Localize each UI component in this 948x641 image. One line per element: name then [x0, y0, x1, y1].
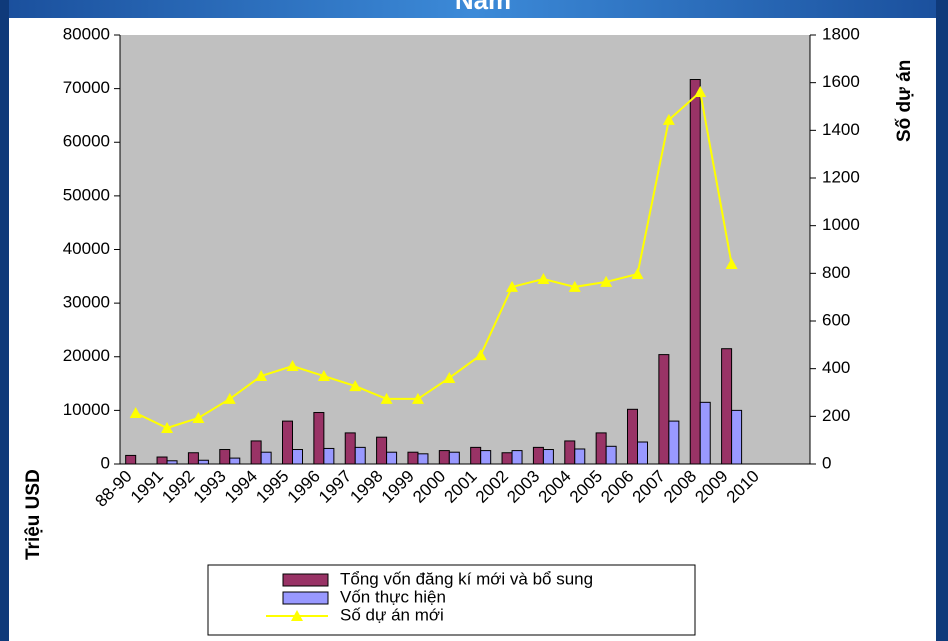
- legend-marker: [291, 610, 303, 621]
- line-marker: [600, 275, 613, 287]
- line-marker: [380, 392, 393, 404]
- bar: [532, 446, 544, 465]
- bar: [658, 354, 670, 465]
- line-series: [135, 90, 733, 430]
- bar: [721, 348, 733, 465]
- bar: [282, 420, 293, 465]
- y2-tick-label: 1800: [822, 24, 860, 43]
- y2-axis-label: Số dự án: [894, 60, 915, 142]
- bar: [627, 408, 638, 465]
- chart-title: Nam: [455, 0, 511, 15]
- line-marker: [317, 370, 330, 382]
- bar: [376, 436, 388, 465]
- left-frame: [0, 0, 9, 641]
- bar: [197, 459, 209, 465]
- y2-tick-label: 600: [822, 310, 850, 329]
- bar: [166, 460, 178, 465]
- bar: [219, 449, 231, 465]
- line-marker: [474, 349, 487, 361]
- y2-tick-label: 1600: [822, 72, 860, 91]
- bar: [699, 401, 711, 465]
- bar: [595, 432, 607, 465]
- y-tick-label: 60000: [63, 132, 110, 151]
- bar: [125, 454, 137, 465]
- line-marker: [568, 280, 581, 292]
- line-marker: [286, 360, 299, 372]
- bar: [448, 451, 460, 465]
- bar: [292, 449, 303, 465]
- bar: [323, 447, 335, 465]
- legend-swatch: [282, 591, 329, 605]
- y2-tick-label: 1200: [822, 167, 860, 186]
- bar: [480, 450, 492, 465]
- bar: [250, 440, 262, 465]
- legend-label: Vốn thực hiện: [340, 587, 446, 606]
- bar: [605, 445, 617, 465]
- y2-tick-label: 1000: [822, 215, 860, 234]
- bar: [417, 453, 429, 465]
- line-marker: [506, 280, 519, 292]
- plot-area: [120, 35, 810, 464]
- bar: [386, 451, 398, 465]
- y2-tick-label: 0: [822, 453, 831, 472]
- y-tick-label: 40000: [63, 239, 110, 258]
- y2-tick-label: 800: [822, 263, 850, 282]
- bar: [731, 409, 743, 465]
- bar: [260, 451, 272, 465]
- bar: [668, 420, 680, 465]
- line-marker: [223, 392, 236, 404]
- line-marker: [725, 258, 738, 270]
- bar: [574, 448, 586, 465]
- y2-tick-label: 200: [822, 406, 850, 425]
- y2-tick-label: 400: [822, 358, 850, 377]
- bar: [313, 412, 325, 465]
- y-tick-label: 30000: [63, 293, 110, 312]
- bar: [637, 441, 648, 465]
- y-tick-label: 70000: [63, 78, 110, 97]
- y2-tick-label: 1400: [822, 120, 860, 139]
- line-marker: [129, 406, 142, 418]
- bar: [542, 449, 554, 465]
- legend-label: Số dự án mới: [340, 605, 444, 624]
- line-marker: [537, 273, 550, 285]
- line-marker: [443, 371, 456, 383]
- line-marker: [161, 422, 174, 434]
- line-marker: [192, 412, 205, 424]
- line-marker: [662, 113, 675, 125]
- y-tick-label: 20000: [63, 346, 110, 365]
- line-marker: [631, 268, 644, 280]
- bar: [511, 450, 523, 465]
- top-band: [0, 0, 948, 18]
- y-tick-label: 10000: [63, 400, 110, 419]
- right-frame: [936, 0, 948, 641]
- bar: [470, 446, 482, 465]
- line-marker: [255, 370, 268, 382]
- legend-label: Tổng vốn đăng kí mới và bổ sung: [340, 569, 593, 588]
- line-marker: [349, 380, 362, 392]
- bar: [187, 452, 199, 465]
- bar: [354, 446, 366, 465]
- bar: [344, 432, 356, 465]
- y-tick-label: 0: [101, 453, 110, 472]
- bar: [156, 456, 168, 465]
- bar: [229, 457, 241, 465]
- y-tick-label: 80000: [63, 24, 110, 43]
- y-axis-label: Triệu USD: [23, 469, 44, 560]
- bar: [407, 451, 419, 465]
- bar: [689, 79, 701, 465]
- bar: [564, 440, 576, 465]
- bar: [438, 450, 450, 465]
- line-marker: [694, 85, 707, 97]
- bar: [501, 452, 513, 465]
- y-tick-label: 50000: [63, 185, 110, 204]
- legend-swatch: [282, 573, 329, 587]
- line-marker: [411, 392, 424, 404]
